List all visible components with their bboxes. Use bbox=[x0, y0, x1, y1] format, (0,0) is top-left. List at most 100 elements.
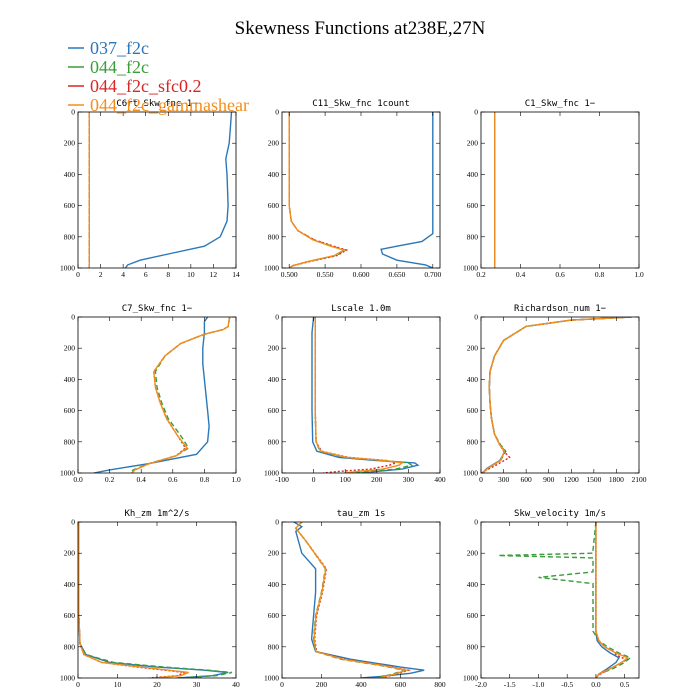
series-line-044_f2c_sfc0.2 bbox=[288, 112, 349, 268]
y-tick-label: 1000 bbox=[60, 264, 75, 273]
series-line-044_f2c_sfc0.2 bbox=[131, 317, 231, 473]
y-tick-label: 400 bbox=[467, 375, 479, 384]
y-tick-label: 800 bbox=[64, 232, 76, 241]
x-tick-label: 6 bbox=[144, 270, 148, 279]
x-tick-label: 200 bbox=[371, 475, 383, 484]
y-tick-label: 800 bbox=[467, 437, 479, 446]
panel-title: Richardson_num 1− bbox=[514, 304, 607, 314]
legend-item: 037_f2c bbox=[68, 38, 149, 58]
y-tick-label: 600 bbox=[64, 611, 76, 620]
series-line-037_f2c bbox=[78, 522, 229, 678]
y-tick-label: 600 bbox=[268, 611, 280, 620]
x-tick-label: 0.8 bbox=[200, 475, 210, 484]
x-tick-label: 2100 bbox=[632, 475, 647, 484]
x-tick-label: -0.5 bbox=[561, 680, 573, 689]
y-tick-label: 1000 bbox=[264, 469, 279, 478]
x-tick-label: 0 bbox=[479, 475, 483, 484]
series-group bbox=[311, 317, 420, 473]
x-tick-label: 0.550 bbox=[317, 270, 334, 279]
y-tick-label: 1000 bbox=[463, 674, 478, 683]
x-tick-label: 600 bbox=[395, 680, 407, 689]
x-tick-label: 1800 bbox=[609, 475, 624, 484]
series-line-044_f2c_gammashear bbox=[78, 522, 189, 678]
y-tick-label: 600 bbox=[467, 611, 479, 620]
x-tick-label: 4 bbox=[121, 270, 125, 279]
y-tick-label: 1000 bbox=[264, 674, 279, 683]
plot-frame bbox=[480, 111, 640, 269]
series-line-044_f2c_gammashear bbox=[131, 317, 231, 473]
series-group bbox=[498, 522, 632, 678]
y-tick-label: 0 bbox=[275, 313, 279, 322]
figure-title: Skewness Functions at238E,27N bbox=[235, 18, 486, 39]
series-line-044_f2c bbox=[314, 317, 414, 473]
plot-frame bbox=[480, 521, 640, 679]
y-tick-label: 0 bbox=[275, 108, 279, 117]
x-tick-label: 1500 bbox=[586, 475, 601, 484]
y-tick-label: 400 bbox=[467, 580, 479, 589]
plot-frame bbox=[77, 316, 237, 474]
legend-label: 044_f2c_sfc0.2 bbox=[90, 76, 201, 96]
x-tick-label: 100 bbox=[340, 475, 352, 484]
y-tick-label: 200 bbox=[64, 139, 76, 148]
x-tick-label: -2.0 bbox=[475, 680, 487, 689]
x-tick-label: 0.4 bbox=[137, 475, 147, 484]
x-tick-label: 8 bbox=[166, 270, 170, 279]
x-tick-label: 400 bbox=[355, 680, 367, 689]
series-group bbox=[481, 317, 632, 473]
series-line-044_f2c_gammashear bbox=[288, 112, 346, 268]
y-tick-label: 0 bbox=[474, 518, 478, 527]
x-tick-label: 0.0 bbox=[73, 475, 83, 484]
y-tick-label: 400 bbox=[467, 170, 479, 179]
y-tick-label: 800 bbox=[268, 642, 280, 651]
y-tick-label: 400 bbox=[268, 580, 280, 589]
series-line-044_f2c_sfc0.2 bbox=[294, 522, 412, 678]
x-tick-label: 1.0 bbox=[634, 270, 644, 279]
y-tick-label: 600 bbox=[64, 201, 76, 210]
x-tick-label: 600 bbox=[521, 475, 533, 484]
y-tick-label: 600 bbox=[467, 406, 479, 415]
y-tick-label: 200 bbox=[467, 139, 479, 148]
plot-frame bbox=[480, 316, 640, 474]
y-tick-label: 1000 bbox=[463, 469, 478, 478]
y-tick-label: 1000 bbox=[60, 674, 75, 683]
x-tick-label: 0.600 bbox=[353, 270, 370, 279]
series-line-044_f2c_gammashear bbox=[314, 317, 404, 473]
x-tick-label: 40 bbox=[232, 680, 240, 689]
legend-label: 044_f2c bbox=[90, 57, 149, 77]
y-tick-label: 1000 bbox=[264, 264, 279, 273]
x-tick-label: 400 bbox=[434, 475, 446, 484]
y-tick-label: 0 bbox=[474, 108, 478, 117]
plot-frame bbox=[281, 316, 441, 474]
y-tick-label: 0 bbox=[71, 518, 75, 527]
x-tick-label: 0.500 bbox=[281, 270, 298, 279]
series-line-044_f2c_sfc0.2 bbox=[314, 317, 399, 473]
x-tick-label: 900 bbox=[543, 475, 555, 484]
x-tick-label: -100 bbox=[275, 475, 289, 484]
series-line-044_f2c_gammashear bbox=[294, 522, 410, 678]
x-tick-label: 14 bbox=[232, 270, 240, 279]
series-line-044_f2c_gammashear bbox=[482, 317, 632, 473]
x-tick-label: 10 bbox=[114, 680, 122, 689]
y-tick-label: 200 bbox=[467, 344, 479, 353]
x-tick-label: 10 bbox=[187, 270, 195, 279]
y-tick-label: 800 bbox=[268, 437, 280, 446]
y-tick-label: 600 bbox=[64, 406, 76, 415]
x-tick-label: 1.0 bbox=[231, 475, 241, 484]
y-tick-label: 200 bbox=[268, 139, 280, 148]
panel-title: C7_Skw_fnc 1− bbox=[122, 304, 193, 314]
y-tick-label: 0 bbox=[474, 313, 478, 322]
panel-title: Lscale 1.0m bbox=[331, 304, 391, 314]
plot-frame bbox=[281, 521, 441, 679]
y-tick-label: 400 bbox=[64, 170, 76, 179]
x-tick-label: 0 bbox=[76, 680, 80, 689]
x-tick-label: 30 bbox=[193, 680, 201, 689]
x-tick-label: 0.6 bbox=[555, 270, 565, 279]
series-group bbox=[93, 317, 231, 473]
y-tick-label: 600 bbox=[268, 406, 280, 415]
y-tick-label: 800 bbox=[64, 437, 76, 446]
y-tick-label: 200 bbox=[467, 549, 479, 558]
y-tick-label: 600 bbox=[467, 201, 479, 210]
panel-1: C6rt_Skw_fnc 1− 0 2 4 6 8 10 12 14 0 200 400 600 800 1… bbox=[60, 99, 240, 279]
